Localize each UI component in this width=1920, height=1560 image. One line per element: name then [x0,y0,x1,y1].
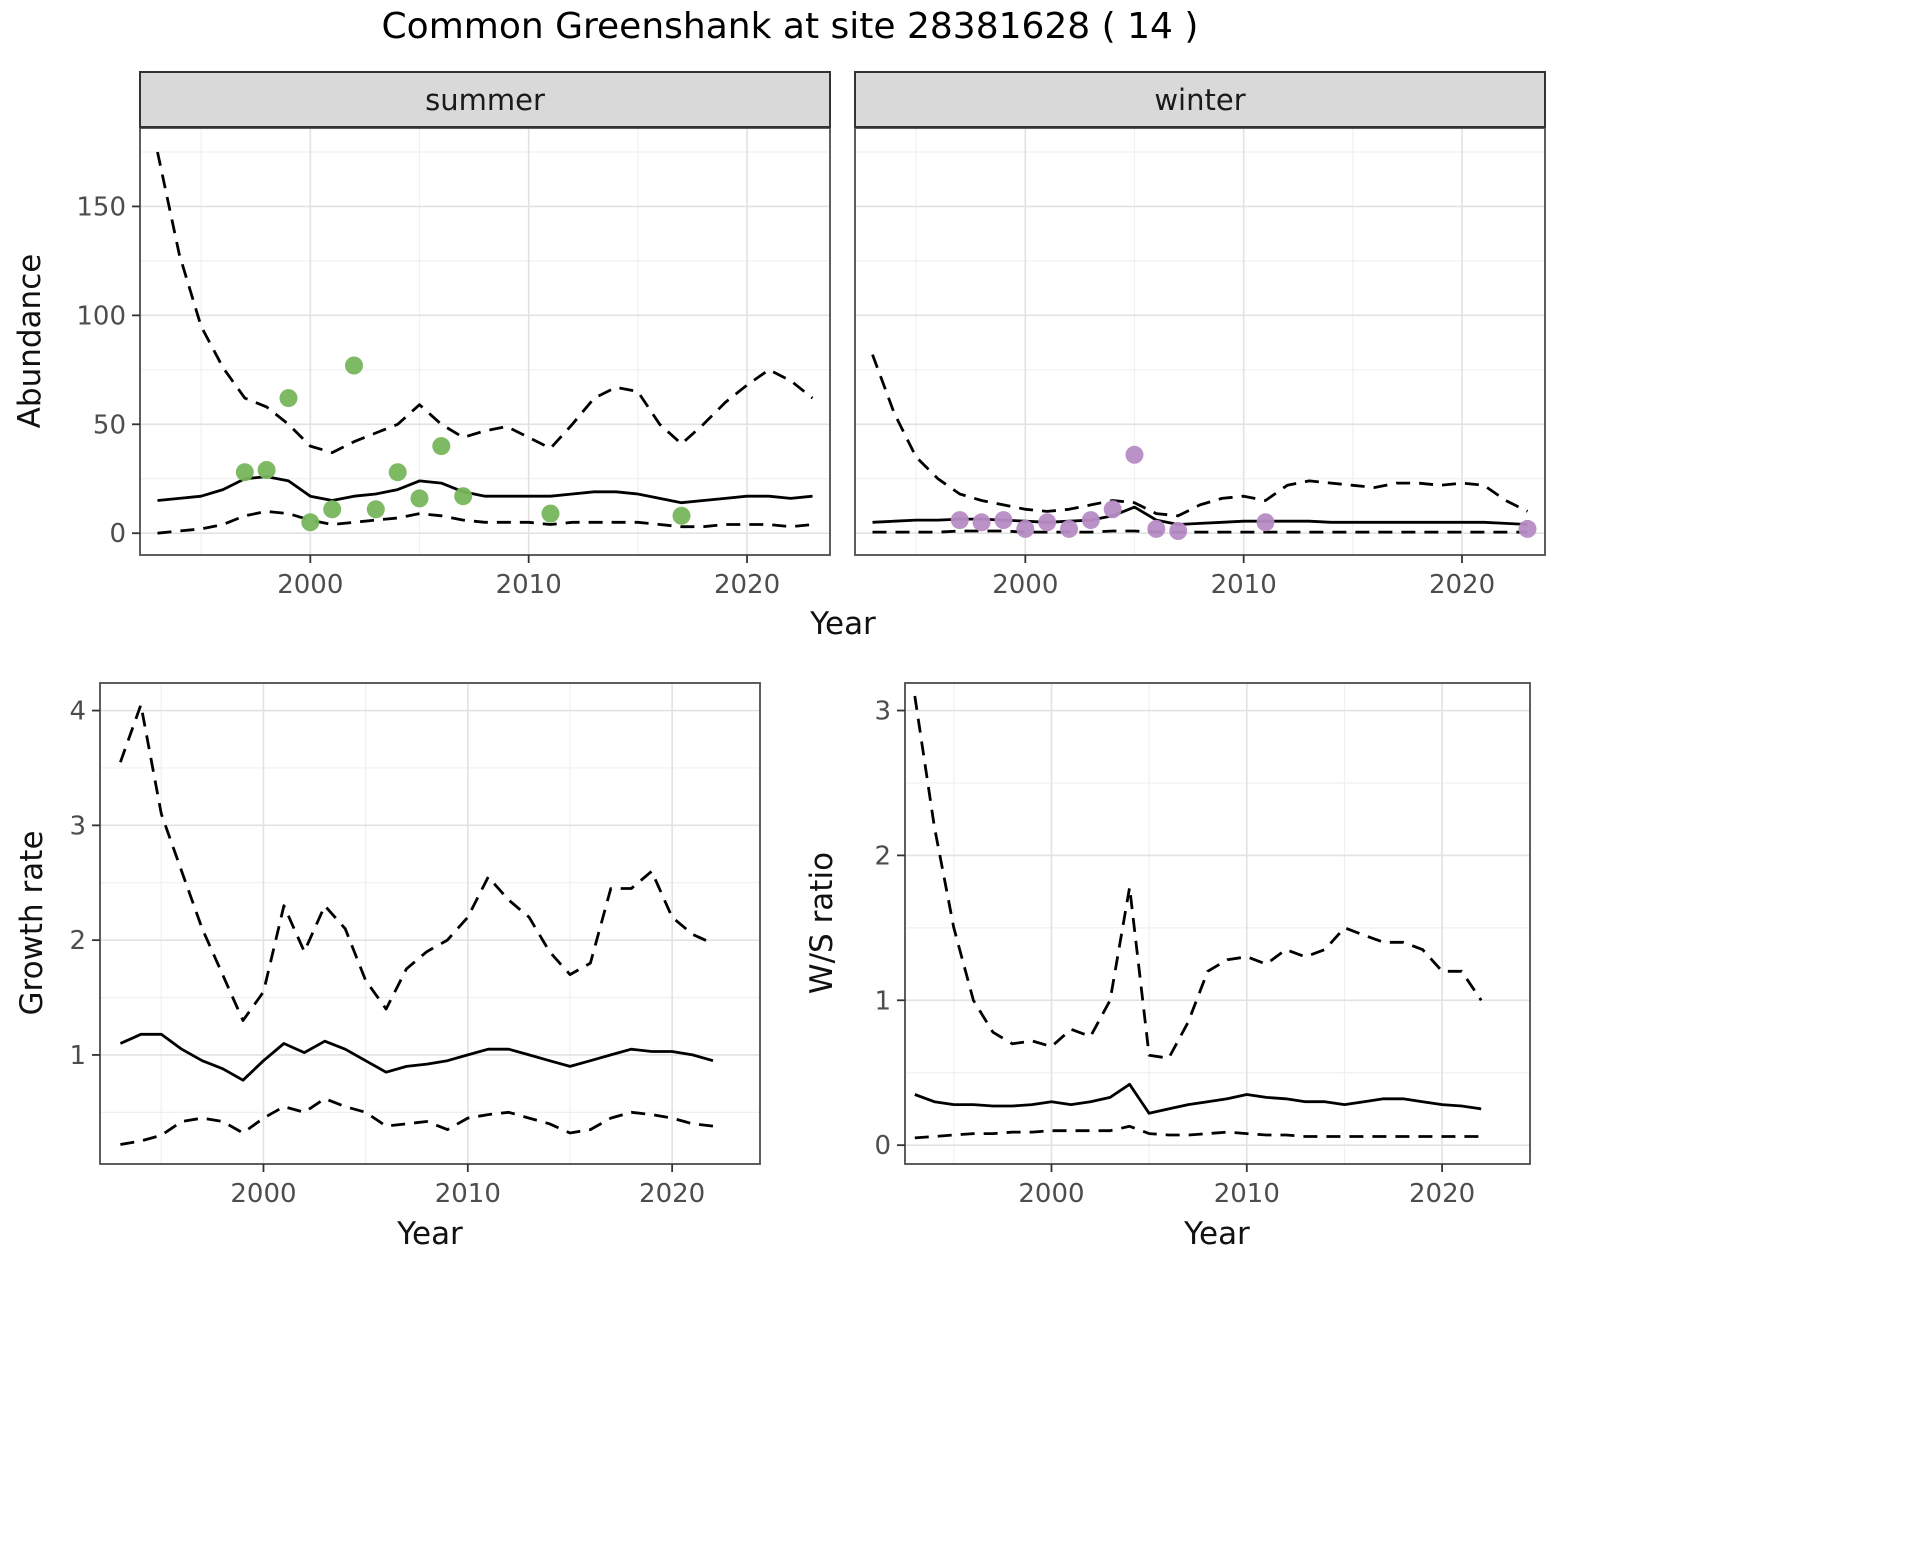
x-tick-label: 2020 [1429,570,1495,600]
x-tick-label: 2020 [714,570,780,600]
data-point [541,504,560,523]
data-point [994,511,1013,530]
facet-label-winter: winter [1154,82,1246,117]
data-point [1038,513,1057,532]
x-tick-label: 2000 [992,570,1058,600]
y-tick-label: 3 [874,697,891,727]
y-tick-label: 100 [76,301,126,331]
data-point [1256,513,1275,532]
figure-title: Common Greenshank at site 28381628 ( 14 … [381,6,1199,47]
ws-ratio-panel: 2000 2010 2020 0 1 2 3 [874,682,1531,1209]
y-axis-label-ws-ratio: W/S ratio [804,851,840,995]
data-point [1518,519,1537,538]
panel-border [99,682,761,1165]
x-tick-label: 2020 [639,1179,705,1209]
data-point [454,487,473,506]
data-point [323,500,342,519]
data-point [432,437,451,456]
data-point [388,463,407,482]
panel-border [854,127,1546,556]
y-tick-label: 2 [69,926,86,956]
y-tick-label: 3 [69,811,86,841]
y-tick-label: 0 [109,519,126,549]
data-point [1169,522,1188,540]
y-tick-label: 2 [874,841,891,871]
x-axis-label-year-top: Year [810,606,876,642]
growth-rate-panel: 2000 2010 2020 1 2 3 4 [69,682,761,1209]
x-tick-label: 2000 [1018,1179,1084,1209]
data-point [1081,511,1100,530]
summer-abundance-upper-ci-line [156,151,814,454]
x-tick-label: 2020 [1409,1179,1475,1209]
data-point [410,489,429,508]
data-point [366,500,385,519]
growth-rate-lower-ci-line [120,1097,714,1146]
x-tick-label: 2010 [1211,570,1277,600]
x-tick-label: 2000 [277,570,343,600]
x-axis-label-year-growth: Year [397,1216,463,1252]
data-point [950,511,969,530]
y-tick-label: 4 [69,697,86,727]
data-point [1147,519,1166,538]
growth-rate-median-line [119,1032,714,1082]
y-tick-label: 150 [76,192,126,222]
facet-strip-summer: summer [139,71,831,128]
winter-abundance-panel: 2000 2010 2020 [854,127,1546,600]
data-point [279,389,298,408]
summer-abundance-median-line [157,475,813,505]
y-tick-label: 1 [69,1041,86,1071]
x-tick-label: 2010 [435,1179,501,1209]
data-point [1103,500,1122,519]
x-axis-label-year-ws: Year [1184,1216,1250,1252]
panel-border [904,682,1531,1165]
data-point [1125,445,1144,464]
panel-border [139,127,831,556]
data-point [235,463,254,482]
data-point [257,461,276,479]
ws-ratio-lower-ci-line [914,1124,1482,1140]
facet-strip-winter: winter [854,71,1546,128]
data-point [345,356,363,375]
growth-rate-upper-ci-line [119,703,714,1022]
data-point [301,513,320,532]
summer-abundance-lower-ci-line [157,510,813,535]
x-tick-label: 2010 [496,570,562,600]
y-tick-label: 0 [874,1131,891,1161]
summer-abundance-panel: 2000 2010 2020 0 50 100 150 [76,127,831,600]
data-point [672,506,691,525]
ws-ratio-upper-ci-line [913,695,1483,1060]
data-point [1060,519,1078,538]
ws-ratio-median-line [914,1082,1482,1115]
facet-label-summer: summer [425,82,545,117]
winter-abundance-median-line [872,505,1528,526]
y-axis-label-growth-rate: Growth rate [14,830,50,1016]
winter-abundance-lower-ci-line [872,529,1528,534]
y-axis-label-abundance: Abundance [12,253,48,429]
y-tick-label: 1 [874,986,891,1016]
data-point [1016,519,1035,538]
winter-abundance-upper-ci-line [871,354,1529,518]
x-tick-label: 2000 [230,1179,296,1209]
x-tick-label: 2010 [1214,1179,1280,1209]
y-tick-label: 50 [93,410,126,440]
data-point [972,513,991,532]
